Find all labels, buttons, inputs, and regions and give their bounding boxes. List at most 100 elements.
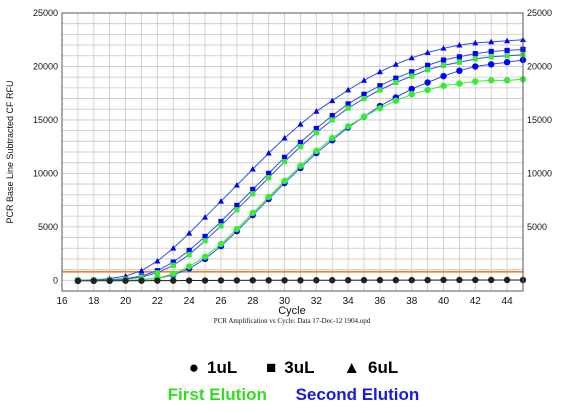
data-point-triangle <box>361 77 368 83</box>
legend-volume-row: ● 1uL ■ 3uL ▲ 6uL <box>0 358 587 378</box>
data-point-circle <box>313 147 320 155</box>
data-point-square <box>250 186 256 193</box>
data-point-triangle <box>456 41 463 48</box>
legend-first-elution: First Elution <box>167 385 267 404</box>
data-point-square <box>456 59 463 65</box>
data-point-square <box>266 170 272 176</box>
data-point-square <box>377 83 383 89</box>
y-tick-label-right: 25000 <box>527 8 552 18</box>
data-point-circle <box>503 58 511 66</box>
data-point-circle <box>456 67 463 74</box>
data-point-square <box>345 105 351 111</box>
data-point-triangle <box>329 97 336 104</box>
data-point-circle <box>440 72 447 80</box>
data-point-circle <box>170 270 177 278</box>
data-point-circle <box>170 277 177 284</box>
y-tick-label-right: 20000 <box>527 61 552 71</box>
data-point-triangle <box>265 149 272 156</box>
legend-label-3ul: 3uL <box>284 358 315 377</box>
data-point-circle <box>281 177 288 185</box>
data-point-circle <box>122 277 129 284</box>
data-point-square <box>472 51 478 57</box>
data-point-circle <box>503 276 511 284</box>
data-point-circle <box>408 91 415 98</box>
data-point-triangle <box>138 267 145 274</box>
data-point-square <box>488 48 494 55</box>
data-point-square <box>186 247 192 253</box>
data-point-square <box>440 62 447 68</box>
data-point-square <box>393 79 399 86</box>
data-point-square <box>281 154 288 160</box>
data-point-square <box>186 252 192 258</box>
data-point-square <box>440 57 447 63</box>
x-tick-label: 26 <box>215 296 227 307</box>
data-point-triangle <box>472 39 479 46</box>
data-point-square <box>456 54 463 60</box>
y-tick-label-left: 10000 <box>33 168 58 178</box>
data-point-circle <box>185 263 193 270</box>
data-point-circle <box>440 82 447 89</box>
x-tick-label: 44 <box>502 296 514 307</box>
data-point-triangle <box>392 61 399 67</box>
legend-label-1ul: 1uL <box>207 358 238 377</box>
data-point-circle <box>344 277 352 284</box>
data-point-square <box>313 130 319 136</box>
data-point-square <box>297 144 304 150</box>
circle-marker-icon: ● <box>188 358 199 377</box>
data-point-circle <box>408 276 415 284</box>
y-tick-label-right: 10000 <box>527 168 552 178</box>
data-point-triangle <box>170 245 177 251</box>
x-tick-label: 34 <box>343 296 355 307</box>
data-point-circle <box>185 277 193 284</box>
data-point-square <box>425 67 431 73</box>
y-tick-label-left: 15000 <box>33 115 58 125</box>
data-point-square <box>266 175 272 181</box>
data-point-circle <box>281 277 288 284</box>
data-point-square <box>297 139 304 145</box>
data-point-circle <box>297 162 304 170</box>
data-point-square <box>472 56 478 62</box>
data-point-square <box>361 91 367 97</box>
data-point-circle <box>265 277 272 284</box>
data-point-triangle <box>313 108 320 114</box>
x-tick-label: 42 <box>470 296 482 307</box>
data-point-circle <box>74 277 82 285</box>
data-point-circle <box>344 123 352 130</box>
series-circle-5 <box>74 276 527 285</box>
data-point-circle <box>106 277 113 285</box>
x-tick-label: 20 <box>120 296 132 307</box>
data-point-square <box>409 69 415 75</box>
data-point-triangle <box>504 37 511 44</box>
data-point-circle <box>233 225 241 233</box>
data-point-circle <box>392 276 400 284</box>
data-point-circle <box>217 277 225 284</box>
data-point-square <box>313 125 319 132</box>
data-point-circle <box>376 276 384 284</box>
data-point-circle <box>329 277 336 284</box>
x-tick-label: 16 <box>56 296 68 307</box>
data-point-circle <box>456 80 463 87</box>
data-point-circle <box>424 79 431 86</box>
data-point-square <box>488 54 494 60</box>
legend-item-6ul: ▲ 6uL <box>343 358 398 378</box>
y-tick-label-right: 15000 <box>527 115 552 125</box>
x-tick-label: 24 <box>184 296 196 307</box>
data-point-square <box>170 262 176 268</box>
data-point-circle <box>472 276 479 284</box>
data-point-circle <box>440 276 447 284</box>
chart-footer: PCR Amplification vs Cycle: Data 17-Dec-… <box>214 317 371 325</box>
data-point-circle <box>472 63 479 70</box>
x-tick-label: 38 <box>406 296 418 307</box>
data-point-circle <box>217 240 225 248</box>
data-point-square <box>218 223 224 229</box>
data-point-triangle <box>249 165 256 172</box>
data-point-circle <box>249 277 256 284</box>
data-point-circle <box>392 97 400 104</box>
y-tick-label-left: 25000 <box>33 8 58 18</box>
data-point-square <box>361 95 367 102</box>
data-point-square <box>409 73 415 79</box>
data-point-square <box>154 270 160 276</box>
legend-item-3ul: ■ 3uL <box>266 358 315 378</box>
data-point-circle <box>265 193 272 201</box>
x-tick-label: 40 <box>438 296 450 307</box>
